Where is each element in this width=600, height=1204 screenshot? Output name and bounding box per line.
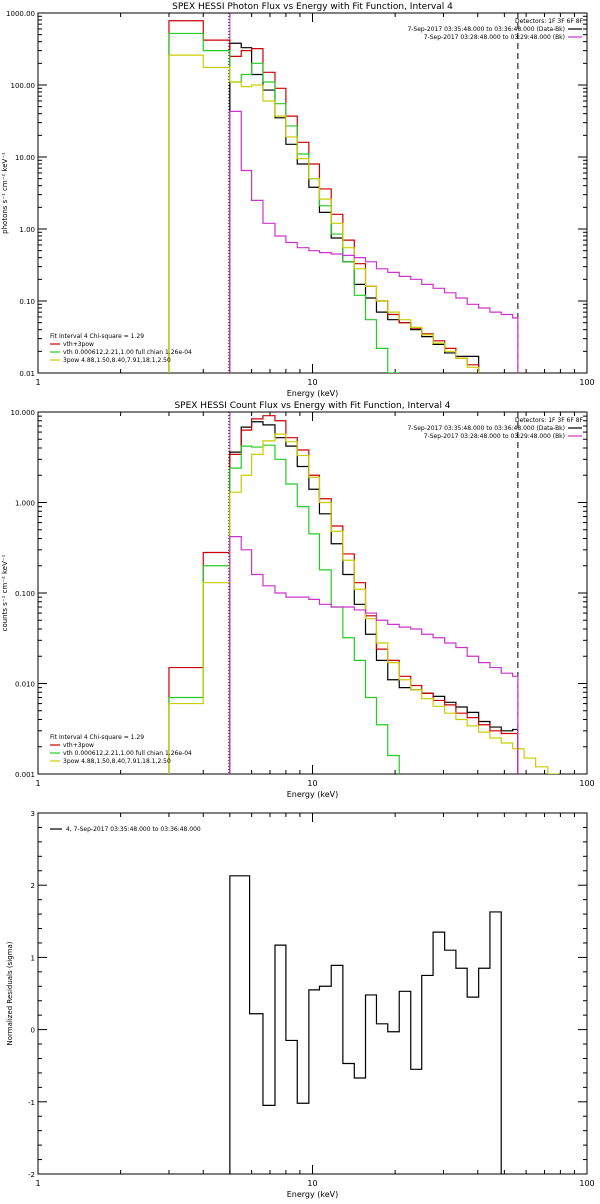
series-4-line (168, 54, 480, 373)
legend-entry: Fit Interval 4 Chi-square = 1.29 (50, 734, 144, 741)
series-1-line (229, 421, 519, 774)
legend-entry: 4, 7-Sep-2017 03:35:48.000 to 03:36:48.0… (66, 826, 201, 833)
x-tick-label: 100 (579, 779, 594, 788)
chart-title: SPEX HESSI Photon Flux vs Energy with Fi… (172, 2, 453, 12)
y-tick-label: 100.00 (11, 82, 36, 90)
series-4-line (168, 433, 559, 774)
chart-title: SPEX HESSI Count Flux vs Energy with Fit… (174, 401, 450, 411)
y-axis-label: Normalized Residuals (sigma) (6, 941, 14, 1045)
y-tick-label: 0.010 (15, 681, 35, 689)
series-1-line (229, 42, 480, 373)
x-tick-label: 1 (35, 378, 40, 387)
series-3-line (168, 444, 400, 774)
y-tick-label: 0 (31, 1027, 35, 1035)
x-tick-label: 100 (579, 378, 594, 387)
x-tick-label: 1 (35, 1179, 40, 1188)
x-tick-label: 10 (307, 779, 317, 788)
y-tick-label: 3 (31, 810, 35, 818)
chart-3: 1 10 100 Energy (keV) -2 -1 0 1 2 3 Normalized Res… (6, 810, 595, 1199)
x-axis-label: Energy (keV) (287, 389, 339, 398)
plot-frame (37, 12, 588, 374)
y-tick-label: 1000.00 (6, 10, 35, 18)
x-tick-label: 10 (307, 1179, 317, 1188)
y-tick-label: 10.000 (11, 409, 36, 417)
legend-entry: 3pow 4.88,1.50,8.40,7.91,18.1,2.50 (63, 357, 171, 364)
legend-entry: vth 0.000612,2.21,1.00 full chian 1.26e-… (63, 349, 192, 356)
legend-entry: Fit Interval 4 Chi-square = 1.29 (50, 333, 144, 340)
series-3-line (168, 32, 400, 373)
y-axis-label: photons s⁻¹ cm⁻² keV⁻¹ (1, 152, 9, 234)
series-5-line (229, 110, 519, 373)
y-tick-label: 0.10 (19, 298, 35, 306)
legend-entry: 7-Sep-2017 03:35:48.000 to 03:36:48.000 … (407, 26, 565, 33)
y-tick-label: 0.100 (15, 590, 35, 598)
series-2-line (168, 20, 480, 373)
chart-1: SPEX HESSI Photon Flux vs Energy with Fi… (1, 2, 595, 398)
y-tick-label: -2 (28, 1171, 35, 1179)
x-tick-label: 10 (307, 378, 317, 387)
plot-frame (37, 411, 588, 775)
y-tick-label: 0.01 (19, 370, 35, 378)
x-axis-label: Energy (keV) (287, 790, 339, 799)
y-tick-label: 1 (31, 954, 35, 962)
legend-entry: 3pow 4.88,1.50,8.40,7.91,18.1,2.50 (63, 758, 171, 765)
x-tick-label: 1 (35, 779, 40, 788)
legend-entry: vth+3pow (63, 742, 94, 749)
y-tick-label: 0.001 (15, 771, 35, 779)
x-tick-label: 100 (579, 1179, 594, 1188)
plot-frame (37, 812, 588, 1175)
legend-entry: 7-Sep-2017 03:28:48.000 to 03:29:48.000 … (424, 433, 565, 440)
series-1-line (229, 875, 502, 1174)
legend-entry: Detectors: 1F 3F 6F 8F (515, 18, 584, 25)
y-axis-label: counts s⁻¹ cm⁻² keV⁻¹ (1, 554, 9, 631)
y-tick-label: 2 (31, 882, 35, 890)
x-axis-label: Energy (keV) (287, 1190, 339, 1199)
legend-entry: Detectors: 1F 3F 6F 8F (515, 417, 584, 424)
series-5-line (229, 535, 519, 774)
chart-2: SPEX HESSI Count Flux vs Energy with Fit… (1, 401, 595, 799)
legend-entry: vth+3pow (63, 341, 94, 348)
y-tick-label: 1.000 (15, 500, 35, 508)
series-2-line (168, 415, 519, 774)
legend-entry: vth 0.000612,2.21,1.00 full chian 1.26e-… (63, 750, 192, 757)
y-tick-label: 10.00 (15, 154, 35, 162)
y-tick-label: 1.00 (19, 226, 35, 234)
legend-entry: 7-Sep-2017 03:28:48.000 to 03:29:48.000 … (424, 34, 565, 41)
legend-entry: 7-Sep-2017 03:35:48.000 to 03:36:48.000 … (407, 425, 565, 432)
y-tick-label: -1 (28, 1099, 35, 1107)
